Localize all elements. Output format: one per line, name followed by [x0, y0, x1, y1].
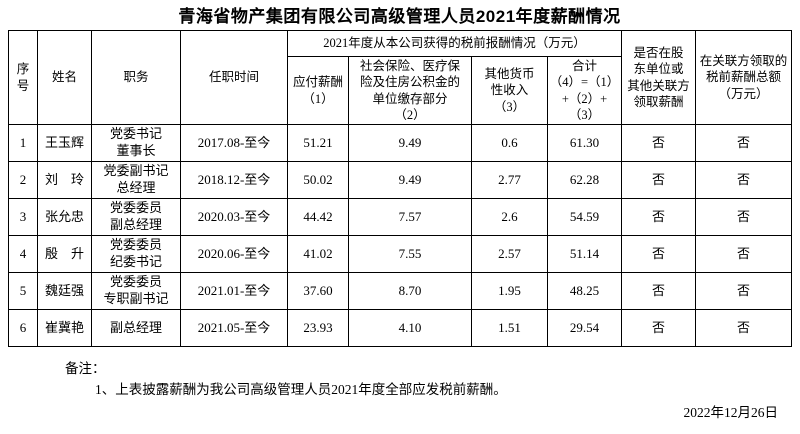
cell-total: 61.30	[546, 124, 623, 162]
cell-name: 王玉辉	[37, 124, 92, 162]
cell-total: 62.28	[546, 161, 623, 199]
cell-total: 54.59	[546, 198, 623, 236]
cell-social-insurance: 7.55	[348, 235, 472, 273]
cell-salary-payable: 23.93	[287, 309, 349, 347]
cell-related-party-amount: 否	[695, 161, 793, 199]
cell-tenure: 2020.03-至今	[180, 198, 288, 236]
cell-social-insurance: 9.49	[348, 161, 472, 199]
cell-total: 29.54	[546, 309, 623, 347]
cell-name: 魏廷强	[37, 272, 92, 310]
cell-social-insurance: 9.49	[348, 124, 472, 162]
cell-index: 3	[8, 198, 38, 236]
cell-name: 张允忠	[37, 198, 92, 236]
cell-related-party-salary: 否	[621, 161, 697, 199]
cell-related-party-amount: 否	[695, 272, 793, 310]
table-row: 3 张允忠 党委委员 副总经理 2020.03-至今 44.42 7.57 2.…	[8, 198, 793, 236]
table-row: 5 魏廷强 党委委员 专职副书记 2021.01-至今 37.60 8.70 1…	[8, 272, 793, 310]
header-position: 职务	[91, 30, 181, 125]
cell-position: 党委委员 纪委书记	[91, 235, 181, 273]
cell-social-insurance: 4.10	[348, 309, 472, 347]
cell-other-income: 2.6	[471, 198, 548, 236]
table-row: 1 王玉辉 党委书记 董事长 2017.08-至今 51.21 9.49 0.6…	[8, 124, 793, 162]
header-tenure: 任职时间	[180, 30, 288, 125]
header-name: 姓名	[37, 30, 92, 125]
cell-other-income: 1.95	[471, 272, 548, 310]
cell-salary-payable: 50.02	[287, 161, 349, 199]
cell-other-income: 0.6	[471, 124, 548, 162]
salary-table: 序 号 姓名 职务 任职时间 2021年度从本公司获得的税前报酬情况（万元） 是…	[8, 30, 793, 347]
table-row: 6 崔冀艳 副总经理 2021.05-至今 23.93 4.10 1.51 29…	[8, 309, 793, 347]
cell-tenure: 2018.12-至今	[180, 161, 288, 199]
cell-index: 5	[8, 272, 38, 310]
cell-tenure: 2021.01-至今	[180, 272, 288, 310]
cell-social-insurance: 7.57	[348, 198, 472, 236]
notes-label: 备注：	[65, 361, 106, 376]
cell-salary-payable: 41.02	[287, 235, 349, 273]
cell-total: 51.14	[546, 235, 623, 273]
cell-salary-payable: 44.42	[287, 198, 349, 236]
header-other-income: 其他货币 性收入 （3）	[471, 56, 548, 125]
cell-related-party-salary: 否	[621, 124, 697, 162]
document-date: 2022年12月26日	[683, 405, 779, 420]
header-salary-payable: 应付薪酬 （1）	[287, 56, 349, 125]
header-related-party-salary: 是否在股 东单位或 其他关联方 领取薪酬	[621, 30, 697, 125]
cell-salary-payable: 51.21	[287, 124, 349, 162]
cell-name: 崔冀艳	[37, 309, 92, 347]
cell-tenure: 2020.06-至今	[180, 235, 288, 273]
cell-index: 6	[8, 309, 38, 347]
header-row-2: 应付薪酬 （1） 社会保险、医疗保 险及住房公积金的 单位缴存部分 （2） 其他…	[9, 56, 792, 125]
cell-position: 党委副书记 总经理	[91, 161, 181, 199]
document-page: 青海省物产集团有限公司高级管理人员2021年度薪酬情况 序 号 姓名 职务 任职…	[8, 7, 793, 420]
header-index: 序 号	[8, 30, 38, 125]
cell-tenure: 2021.05-至今	[180, 309, 288, 347]
cell-index: 4	[8, 235, 38, 273]
cell-tenure: 2017.08-至今	[180, 124, 288, 162]
notes-section: 备注： 1、上表披露薪酬为我公司高级管理人员2021年度全部应发税前薪酬。	[65, 360, 791, 399]
cell-related-party-salary: 否	[621, 198, 697, 236]
cell-related-party-amount: 否	[695, 124, 793, 162]
cell-social-insurance: 8.70	[348, 272, 472, 310]
cell-position: 党委委员 副总经理	[91, 198, 181, 236]
cell-position: 党委委员 专职副书记	[91, 272, 181, 310]
cell-position: 副总经理	[91, 309, 181, 347]
cell-total: 48.25	[546, 272, 623, 310]
cell-position: 党委书记 董事长	[91, 124, 181, 162]
cell-related-party-salary: 否	[621, 309, 697, 347]
table-row: 4 殷 升 党委委员 纪委书记 2020.06-至今 41.02 7.55 2.…	[8, 235, 793, 273]
cell-related-party-salary: 否	[621, 235, 697, 273]
cell-related-party-amount: 否	[695, 235, 793, 273]
cell-name: 殷 升	[37, 235, 92, 273]
header-row-1: 序 号 姓名 职务 任职时间 2021年度从本公司获得的税前报酬情况（万元） 是…	[8, 30, 793, 125]
cell-other-income: 1.51	[471, 309, 548, 347]
cell-index: 2	[8, 161, 38, 199]
cell-salary-payable: 37.60	[287, 272, 349, 310]
cell-related-party-salary: 否	[621, 272, 697, 310]
header-social-insurance: 社会保险、医疗保 险及住房公积金的 单位缴存部分 （2）	[348, 56, 472, 125]
table-row: 2 刘 玲 党委副书记 总经理 2018.12-至今 50.02 9.49 2.…	[8, 161, 793, 199]
cell-other-income: 2.77	[471, 161, 548, 199]
header-total: 合计 （4）=（1） +（2）+ （3）	[546, 56, 623, 125]
document-title: 青海省物产集团有限公司高级管理人员2021年度薪酬情况	[178, 7, 621, 26]
cell-name: 刘 玲	[37, 161, 92, 199]
header-remuneration-group: 2021年度从本公司获得的税前报酬情况（万元）	[286, 30, 623, 57]
header-related-party-amount: 在关联方领取的 税前薪酬总额 （万元）	[695, 30, 793, 125]
cell-related-party-amount: 否	[695, 309, 793, 347]
cell-index: 1	[8, 124, 38, 162]
note-item: 1、上表披露薪酬为我公司高级管理人员2021年度全部应发税前薪酬。	[95, 382, 507, 397]
cell-other-income: 2.57	[471, 235, 548, 273]
cell-related-party-amount: 否	[695, 198, 793, 236]
